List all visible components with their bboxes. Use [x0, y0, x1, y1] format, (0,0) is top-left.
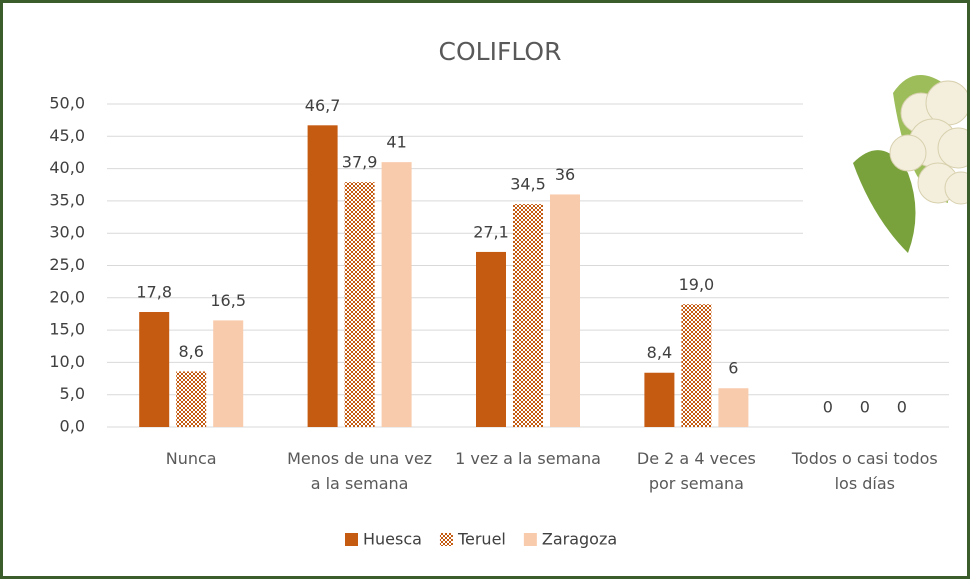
x-tick-label: Todos o casi todos los días — [790, 446, 940, 496]
y-tick-label: 30,0 — [49, 223, 85, 242]
data-label: 8,6 — [178, 342, 203, 361]
data-label: 46,7 — [305, 96, 341, 115]
bar — [345, 182, 375, 427]
data-label: 41 — [386, 133, 406, 152]
y-tick-label: 5,0 — [60, 384, 85, 403]
bar — [382, 162, 412, 427]
x-tick-label: De 2 a 4 veces por semana — [621, 446, 771, 496]
data-label: 8,4 — [647, 343, 672, 362]
data-label: 34,5 — [510, 175, 546, 194]
data-label: 19,0 — [679, 275, 715, 294]
bar — [176, 371, 206, 427]
data-label: 0 — [897, 398, 907, 417]
bar — [550, 194, 580, 427]
data-label: 37,9 — [342, 153, 378, 172]
legend-label: Teruel — [457, 530, 506, 549]
x-tick-label: 1 vez a la semana — [453, 446, 603, 471]
legend-swatch — [345, 533, 358, 546]
data-label: 0 — [860, 398, 870, 417]
bar — [308, 125, 338, 427]
bar — [513, 204, 543, 427]
y-tick-label: 35,0 — [49, 190, 85, 209]
y-tick-label: 50,0 — [49, 94, 85, 113]
chart-title: COLIFLOR — [439, 37, 562, 66]
data-label: 0 — [823, 398, 833, 417]
data-label: 27,1 — [473, 222, 509, 241]
y-tick-label: 15,0 — [49, 320, 85, 339]
y-tick-label: 45,0 — [49, 126, 85, 145]
bar — [476, 252, 506, 427]
bar — [718, 388, 748, 427]
bar — [213, 320, 243, 427]
legend-label: Huesca — [363, 530, 422, 549]
data-label: 17,8 — [136, 283, 172, 302]
bar — [681, 304, 711, 427]
legend-label: Zaragoza — [542, 530, 617, 549]
y-tick-label: 10,0 — [49, 352, 85, 371]
bar — [644, 373, 674, 427]
data-label: 16,5 — [210, 291, 246, 310]
y-tick-label: 0,0 — [60, 417, 85, 436]
y-tick-label: 20,0 — [49, 287, 85, 306]
chart-frame: COLIFLOR 0,0 5,0 10,0 15,0 20,0 25,0 30,0 35,0 4… — [0, 0, 970, 579]
y-tick-label: 25,0 — [49, 255, 85, 274]
legend-swatch — [440, 533, 453, 546]
x-tick-label: Menos de una vez a la semana — [285, 446, 435, 496]
data-label: 6 — [728, 359, 738, 378]
legend-swatch — [524, 533, 537, 546]
data-label: 36 — [555, 165, 575, 184]
y-tick-label: 40,0 — [49, 158, 85, 177]
bar — [139, 312, 169, 427]
x-tick-label: Nunca — [116, 446, 266, 471]
